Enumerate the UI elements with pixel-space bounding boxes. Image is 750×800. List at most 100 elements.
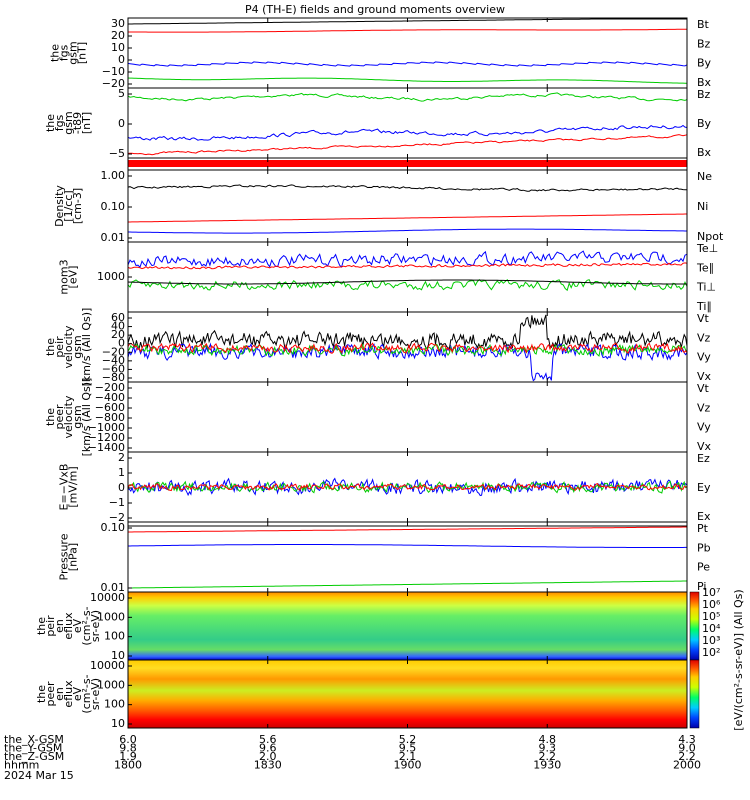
date-label: 2024 Mar 15 (4, 769, 74, 782)
series-ez (127, 482, 688, 492)
colorbar-tick: 10⁷ (702, 586, 720, 599)
series-by (127, 77, 687, 84)
y-tick-label: 40 (111, 320, 125, 333)
y-tick-label: −1000 (88, 421, 125, 434)
y-tick-label: −40 (102, 354, 125, 367)
panel-ylabel: [eV] (67, 266, 80, 289)
panel-ylabel: the (35, 685, 48, 703)
panel-ylabel: the (35, 617, 48, 635)
colorbar-ion (689, 591, 700, 661)
legend-bt: Bt (697, 18, 710, 31)
y-tick-label: 100 (104, 630, 125, 643)
legend-ne: Ne (697, 170, 712, 183)
y-tick-label: 0 (118, 53, 125, 66)
series-t89-by (127, 92, 688, 102)
legend-vx: Vx (697, 440, 712, 453)
panel-ylabel: gsm (71, 335, 84, 358)
coord-value: 9.0 (678, 742, 696, 755)
panel-ylabel: eV (71, 686, 84, 701)
y-tick-label: 10 (111, 41, 125, 54)
panel-ylabel: sr-eV) (89, 610, 102, 642)
coord-value: 1.9 (119, 750, 137, 763)
panel-ylabel: [km/s (All Qs)] (80, 378, 93, 457)
legend-vt: Vt (697, 382, 710, 395)
legend-te⊥: Te⊥ (696, 242, 718, 255)
coord-value: 6.0 (119, 733, 137, 746)
y-tick-label: −200 (95, 381, 125, 394)
series-pb (128, 526, 687, 533)
panel-ylabel: the (44, 408, 57, 426)
colorbar-tick: 10² (702, 646, 720, 659)
y-tick-label: 1000 (97, 270, 125, 283)
series-pi (128, 544, 687, 548)
coord-value: 1900 (394, 759, 422, 772)
y-tick-label: 0 (118, 481, 125, 494)
y-tick-label: −80 (102, 371, 125, 384)
coord-value: 9.5 (399, 742, 417, 755)
y-tick-label: 0.01 (101, 581, 126, 594)
series-bz (128, 28, 687, 33)
y-tick-label: −1200 (88, 431, 125, 444)
panel-ylabel: eflux (62, 612, 75, 640)
coord-value: 5.2 (399, 733, 417, 746)
panel-ylabel: [nT] (76, 42, 89, 64)
colorbar-label: [eV/(cm²-s-sr-eV)] (All Qs) (732, 589, 745, 730)
y-tick-label: 0.10 (101, 521, 126, 534)
y-tick-label: −400 (95, 391, 125, 404)
series-vz (127, 342, 688, 354)
colorbar-tick: 10⁴ (702, 622, 721, 635)
legend-ex: Ex (697, 510, 711, 523)
panel-ylabel: Density (53, 185, 66, 227)
panel-frame (127, 17, 688, 89)
coord-value: 2.2 (678, 750, 696, 763)
y-tick-label: 5 (118, 87, 125, 100)
panel-ylabel: peer (44, 681, 57, 707)
y-tick-label: −60 (102, 362, 125, 375)
legend-ey: Ey (697, 481, 711, 494)
y-tick-label: 0.01 (101, 231, 126, 244)
y-tick-label: 100 (104, 698, 125, 711)
panel-ylabel: peir (53, 336, 66, 358)
panel-ylabel: en (53, 619, 66, 633)
legend-vt: Vt (697, 312, 710, 325)
panel-ylabel: mom3 (58, 259, 71, 294)
panel-ylabel: eV (71, 618, 84, 633)
series-pe (128, 580, 687, 589)
y-tick-label: 1 (118, 466, 125, 479)
legend-pe: Pe (697, 561, 710, 574)
panel-ylabel: Pressure (58, 533, 71, 580)
legend-vz: Vz (697, 401, 711, 414)
y-tick-label: 20 (111, 29, 125, 42)
legend-bz: Bz (697, 88, 711, 101)
legend-pi: Pi (697, 580, 706, 593)
panel-ylabel: [nT] (80, 112, 93, 134)
panel-ylabel: peer (53, 404, 66, 430)
y-tick-label: 1.00 (101, 169, 126, 182)
series-ti (127, 279, 688, 292)
y-tick-label: 1000 (97, 678, 125, 691)
panel-ylabel: the (44, 338, 57, 356)
series-ti-par (127, 279, 687, 285)
legend-vx: Vx (697, 370, 712, 383)
panel-ylabel: fgs (58, 44, 71, 61)
panel-ylabel: (cm²-s- (80, 606, 93, 645)
y-tick-label: −2 (109, 511, 125, 524)
panel-frame (127, 381, 688, 453)
panel-ylabel: (cm²-s- (80, 674, 93, 713)
panel-ylabel: velocity (62, 395, 75, 438)
coord-value: 1800 (114, 759, 142, 772)
y-tick-label: −1400 (88, 441, 125, 454)
coord-value: 1930 (533, 759, 561, 772)
y-tick-label: −20 (102, 345, 125, 358)
spectrogram-electron (128, 660, 687, 728)
series-te-par (127, 250, 688, 269)
y-tick-label: −20 (102, 77, 125, 90)
coord-value: 9.3 (539, 742, 557, 755)
panel-ylabel: the (44, 114, 57, 132)
series-ey (127, 480, 688, 494)
legend-ni: Ni (697, 200, 708, 213)
legend-pt: Pt (697, 522, 709, 535)
panel-ylabel: gsm (67, 41, 80, 64)
panel-ylabel: peir (44, 615, 57, 637)
